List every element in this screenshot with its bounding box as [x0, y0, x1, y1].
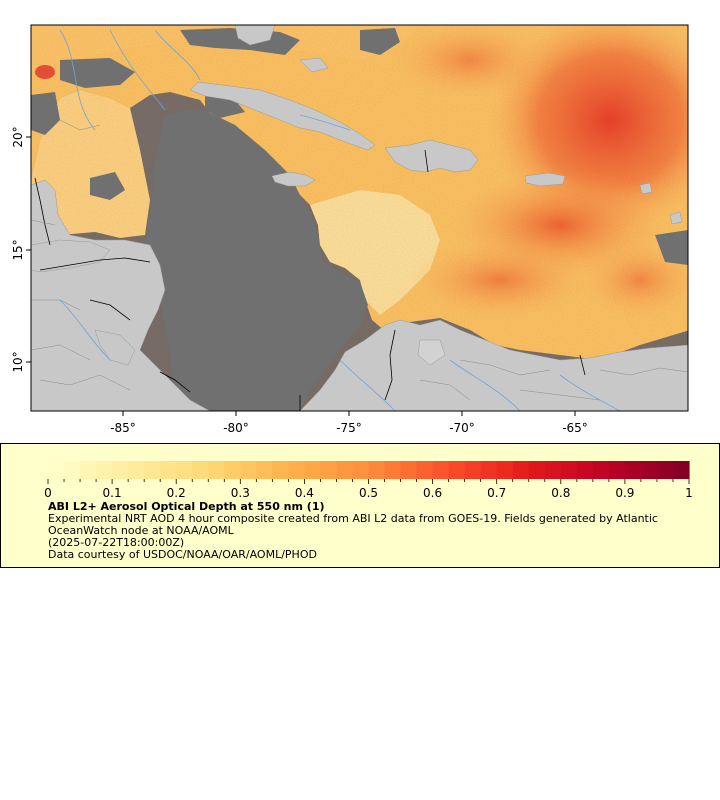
colorbar-cell: [496, 461, 514, 479]
colorbar-tick-label: 1: [685, 486, 693, 500]
central-america-land: [31, 179, 211, 411]
colorbar-cell: [528, 461, 546, 479]
colorbar-tick-label: 0.5: [359, 486, 378, 500]
lat-ticks: [26, 136, 31, 363]
colorbar-cell: [224, 461, 241, 479]
colorbar: 0 0.1 0.2 0.3 0.4 0.5 0.6 0.7 0.8 0.9 1: [44, 461, 693, 500]
colorbar-cell: [256, 461, 273, 479]
colorbar-cells: [48, 461, 690, 479]
colorbar-cell: [80, 461, 97, 479]
lon-tick-label: -65°: [562, 421, 588, 435]
colorbar-cell: [448, 461, 466, 479]
colorbar-cell: [192, 461, 209, 479]
aod-map: -85° -80° -75° -70° -65° 20° 15° 10°: [11, 24, 689, 435]
cuba-land: [189, 81, 376, 151]
colorbar-cell: [336, 461, 354, 479]
colorbar-cell: [432, 461, 450, 479]
colorbar-cell: [608, 461, 626, 479]
legend-text: ABI L2+ Aerosol Optical Depth at 550 nm …: [48, 501, 708, 561]
colorbar-cell: [176, 461, 193, 479]
lat-tick-label: 15°: [11, 239, 25, 260]
lon-tick-label: -75°: [336, 421, 362, 435]
legend-panel: 0 0.1 0.2 0.3 0.4 0.5 0.6 0.7 0.8 0.9 1 ABI L2+ Ae…: [0, 443, 720, 568]
colorbar-cell: [576, 461, 594, 479]
colorbar-cell: [96, 461, 113, 479]
colorbar-cell: [160, 461, 177, 479]
colorbar-cell: [464, 461, 482, 479]
colorbar-cell: [112, 461, 129, 479]
colorbar-cell: [672, 461, 690, 479]
colorbar-cell: [416, 461, 434, 479]
colorbar-cell: [352, 461, 370, 479]
colorbar-cell: [64, 461, 81, 479]
lon-tick-label: -70°: [449, 421, 475, 435]
colorbar-tick-label: 0.6: [423, 486, 442, 500]
legend-description: Experimental NRT AOD 4 hour composite cr…: [48, 512, 658, 537]
colorbar-tick-label: 0.7: [487, 486, 506, 500]
colorbar-labels: 0 0.1 0.2 0.3 0.4 0.5 0.6 0.7 0.8 0.9 1: [44, 486, 693, 500]
puerto-rico-land: [524, 172, 566, 187]
lon-ticks: [122, 411, 576, 416]
colorbar-tick-label: 0: [44, 486, 52, 500]
colorbar-tick-label: 0.2: [167, 486, 186, 500]
hispaniola-land: [384, 139, 479, 173]
lat-tick-label: 20°: [11, 126, 25, 147]
colorbar-cell: [640, 461, 658, 479]
legend-credit: Data courtesy of USDOC/NOAA/OAR/AOML/PHO…: [48, 548, 317, 561]
colorbar-cell: [48, 461, 65, 479]
legend-time: (2025-07-22T18:00:00Z): [48, 536, 185, 549]
legend-title: ABI L2+ Aerosol Optical Depth at 550 nm …: [48, 500, 325, 513]
map-frame: [30, 24, 689, 412]
colorbar-cell: [592, 461, 610, 479]
lon-tick-label: -80°: [223, 421, 249, 435]
colorbar-tick-label: 0.9: [615, 486, 634, 500]
colorbar-tick-label: 0.1: [103, 486, 122, 500]
colorbar-cell: [320, 461, 338, 479]
map-figure: -85° -80° -75° -70° -65° 20° 15° 10°: [11, 24, 689, 435]
colorbar-cell: [480, 461, 498, 479]
colorbar-tick-label: 0.3: [231, 486, 250, 500]
colorbar-cell: [544, 461, 562, 479]
colorbar-cell: [512, 461, 530, 479]
colorbar-cell: [128, 461, 145, 479]
south-america-land: [299, 319, 688, 411]
colorbar-cell: [368, 461, 386, 479]
colorbar-cell: [304, 461, 322, 479]
admin-lines: [31, 119, 688, 401]
colorbar-ticks: [47, 479, 690, 484]
colorbar-cell: [384, 461, 402, 479]
country-borders: [34, 149, 586, 411]
colorbar-cell: [240, 461, 257, 479]
colorbar-tick-label: 0.4: [295, 486, 314, 500]
colorbar-cell: [144, 461, 161, 479]
colorbar-cell: [624, 461, 642, 479]
colorbar-cell: [560, 461, 578, 479]
colorbar-tick-label: 0.8: [551, 486, 570, 500]
colorbar-cell: [208, 461, 225, 479]
colorbar-cell: [656, 461, 674, 479]
colorbar-cell: [400, 461, 418, 479]
jamaica-land: [271, 171, 316, 187]
lat-tick-label: 10°: [11, 351, 25, 372]
colorbar-cell: [288, 461, 306, 479]
lon-tick-label: -85°: [110, 421, 136, 435]
land-masses: [31, 25, 688, 411]
colorbar-cell: [272, 461, 289, 479]
rivers: [59, 29, 621, 411]
